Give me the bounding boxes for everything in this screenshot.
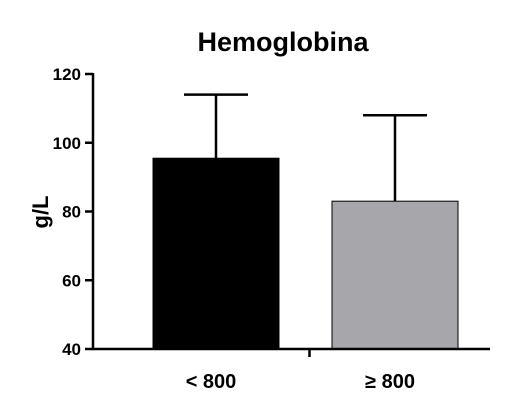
bar-1 [331, 200, 459, 350]
x-ticks-group: < 800 ≥ 800 [186, 349, 415, 393]
bar-0 [152, 157, 280, 350]
x-tick-label-0: < 800 [186, 371, 237, 393]
bars-group [152, 157, 459, 350]
y-tick-label-3: 100 [53, 134, 81, 153]
y-ticks-group: 40 60 80 100 120 [53, 65, 93, 359]
y-tick-label-2: 80 [62, 203, 81, 222]
y-tick-label-1: 60 [62, 271, 81, 290]
y-axis-label: g/L [28, 196, 53, 229]
error-bars-group [184, 93, 427, 202]
chart-title: Hemoglobina [197, 27, 369, 57]
x-tick-label-1: ≥ 800 [365, 371, 415, 393]
y-tick-label-0: 40 [62, 340, 81, 359]
y-tick-label-4: 120 [53, 65, 81, 84]
